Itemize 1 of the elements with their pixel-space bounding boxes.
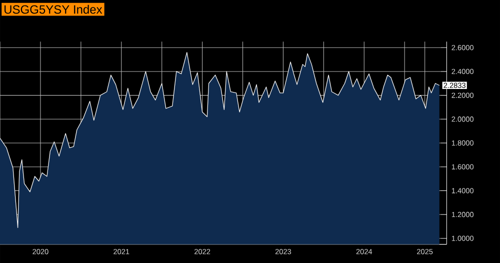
chart-title: USGG5YSY Index [4,4,102,14]
